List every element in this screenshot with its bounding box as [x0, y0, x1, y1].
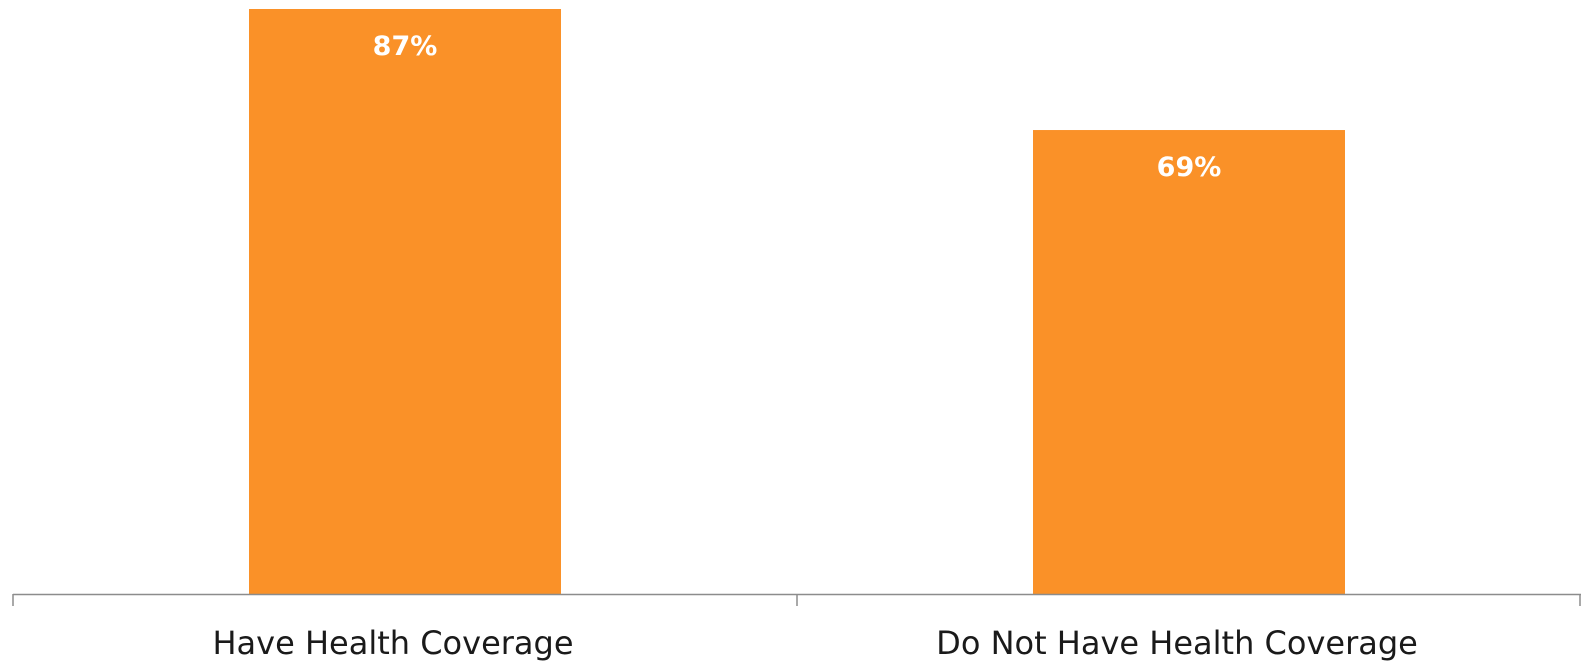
labels-layer: 87% Have Health Coverage 69% Do Not Have He… [212, 31, 1417, 662]
x-axis [12, 593, 1581, 606]
data-label-1: 87% [373, 31, 438, 62]
bars-layer [249, 9, 1345, 594]
category-label-1: Have Health Coverage [212, 624, 573, 662]
bar-1 [249, 9, 561, 594]
category-label-2: Do Not Have Health Coverage [936, 624, 1418, 662]
data-label-2: 69% [1157, 152, 1222, 183]
bar-2 [1033, 130, 1345, 594]
